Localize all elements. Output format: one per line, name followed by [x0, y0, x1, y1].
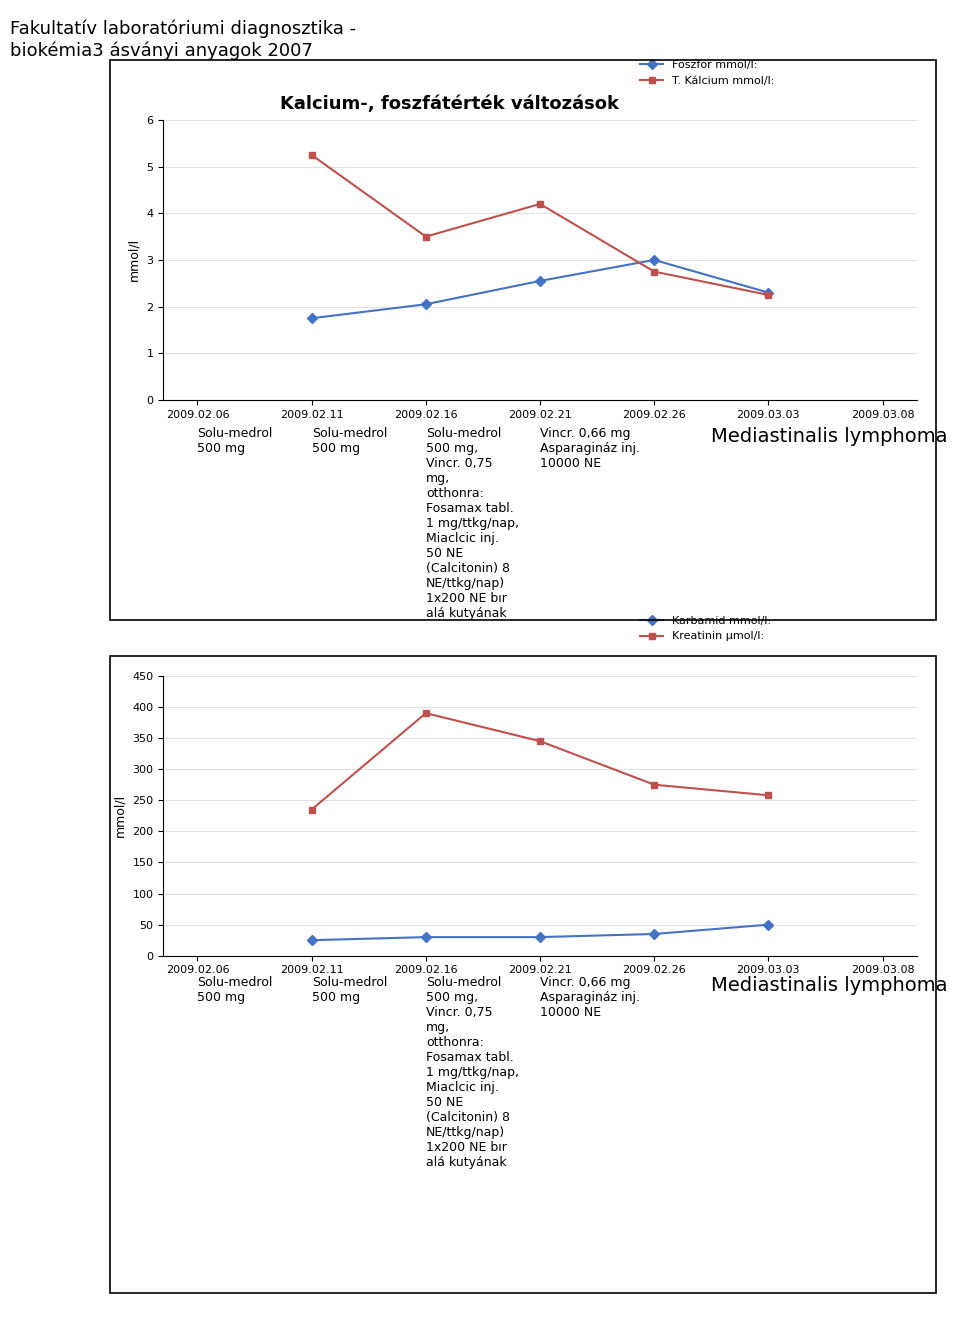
Y-axis label: mmol/l: mmol/l: [128, 239, 141, 281]
Text: Fakultatív laboratóriumi diagnosztika -
biokémia3 ásványi anyagok 2007: Fakultatív laboratóriumi diagnosztika - …: [10, 20, 356, 60]
Legend: Karbamid mmol/l:, Kreatinin μmol/l:: Karbamid mmol/l:, Kreatinin μmol/l:: [636, 612, 775, 647]
Text: Solu-medrol
500 mg,
Vincr. 0,75
mg,
otthonra:
Fosamax tabl.
1 mg/ttkg/nap,
Miacl: Solu-medrol 500 mg, Vincr. 0,75 mg, otth…: [426, 427, 518, 620]
Text: Solu-medrol
500 mg: Solu-medrol 500 mg: [312, 976, 387, 1004]
Y-axis label: mmol/l: mmol/l: [114, 794, 127, 837]
Text: Solu-medrol
500 mg: Solu-medrol 500 mg: [312, 427, 387, 455]
Text: Vincr. 0,66 mg
Asparagináz inj.
10000 NE: Vincr. 0,66 mg Asparagináz inj. 10000 NE: [540, 976, 640, 1018]
Text: Mediastinalis lymphoma: Mediastinalis lymphoma: [711, 976, 948, 994]
Legend: Foszfor mmol/l:, T. Kálcium mmol/l:: Foszfor mmol/l:, T. Kálcium mmol/l:: [636, 56, 779, 91]
Text: Vincr. 0,66 mg
Asparagináz inj.
10000 NE: Vincr. 0,66 mg Asparagináz inj. 10000 NE: [540, 427, 640, 469]
Text: Mediastinalis lymphoma: Mediastinalis lymphoma: [711, 427, 948, 445]
Text: Solu-medrol
500 mg: Solu-medrol 500 mg: [198, 427, 273, 455]
Text: Solu-medrol
500 mg: Solu-medrol 500 mg: [198, 976, 273, 1004]
Text: Solu-medrol
500 mg,
Vincr. 0,75
mg,
otthonra:
Fosamax tabl.
1 mg/ttkg/nap,
Miacl: Solu-medrol 500 mg, Vincr. 0,75 mg, otth…: [426, 976, 518, 1169]
Title: Kalcium-, foszfátérték változások: Kalcium-, foszfátérték változások: [280, 95, 619, 113]
